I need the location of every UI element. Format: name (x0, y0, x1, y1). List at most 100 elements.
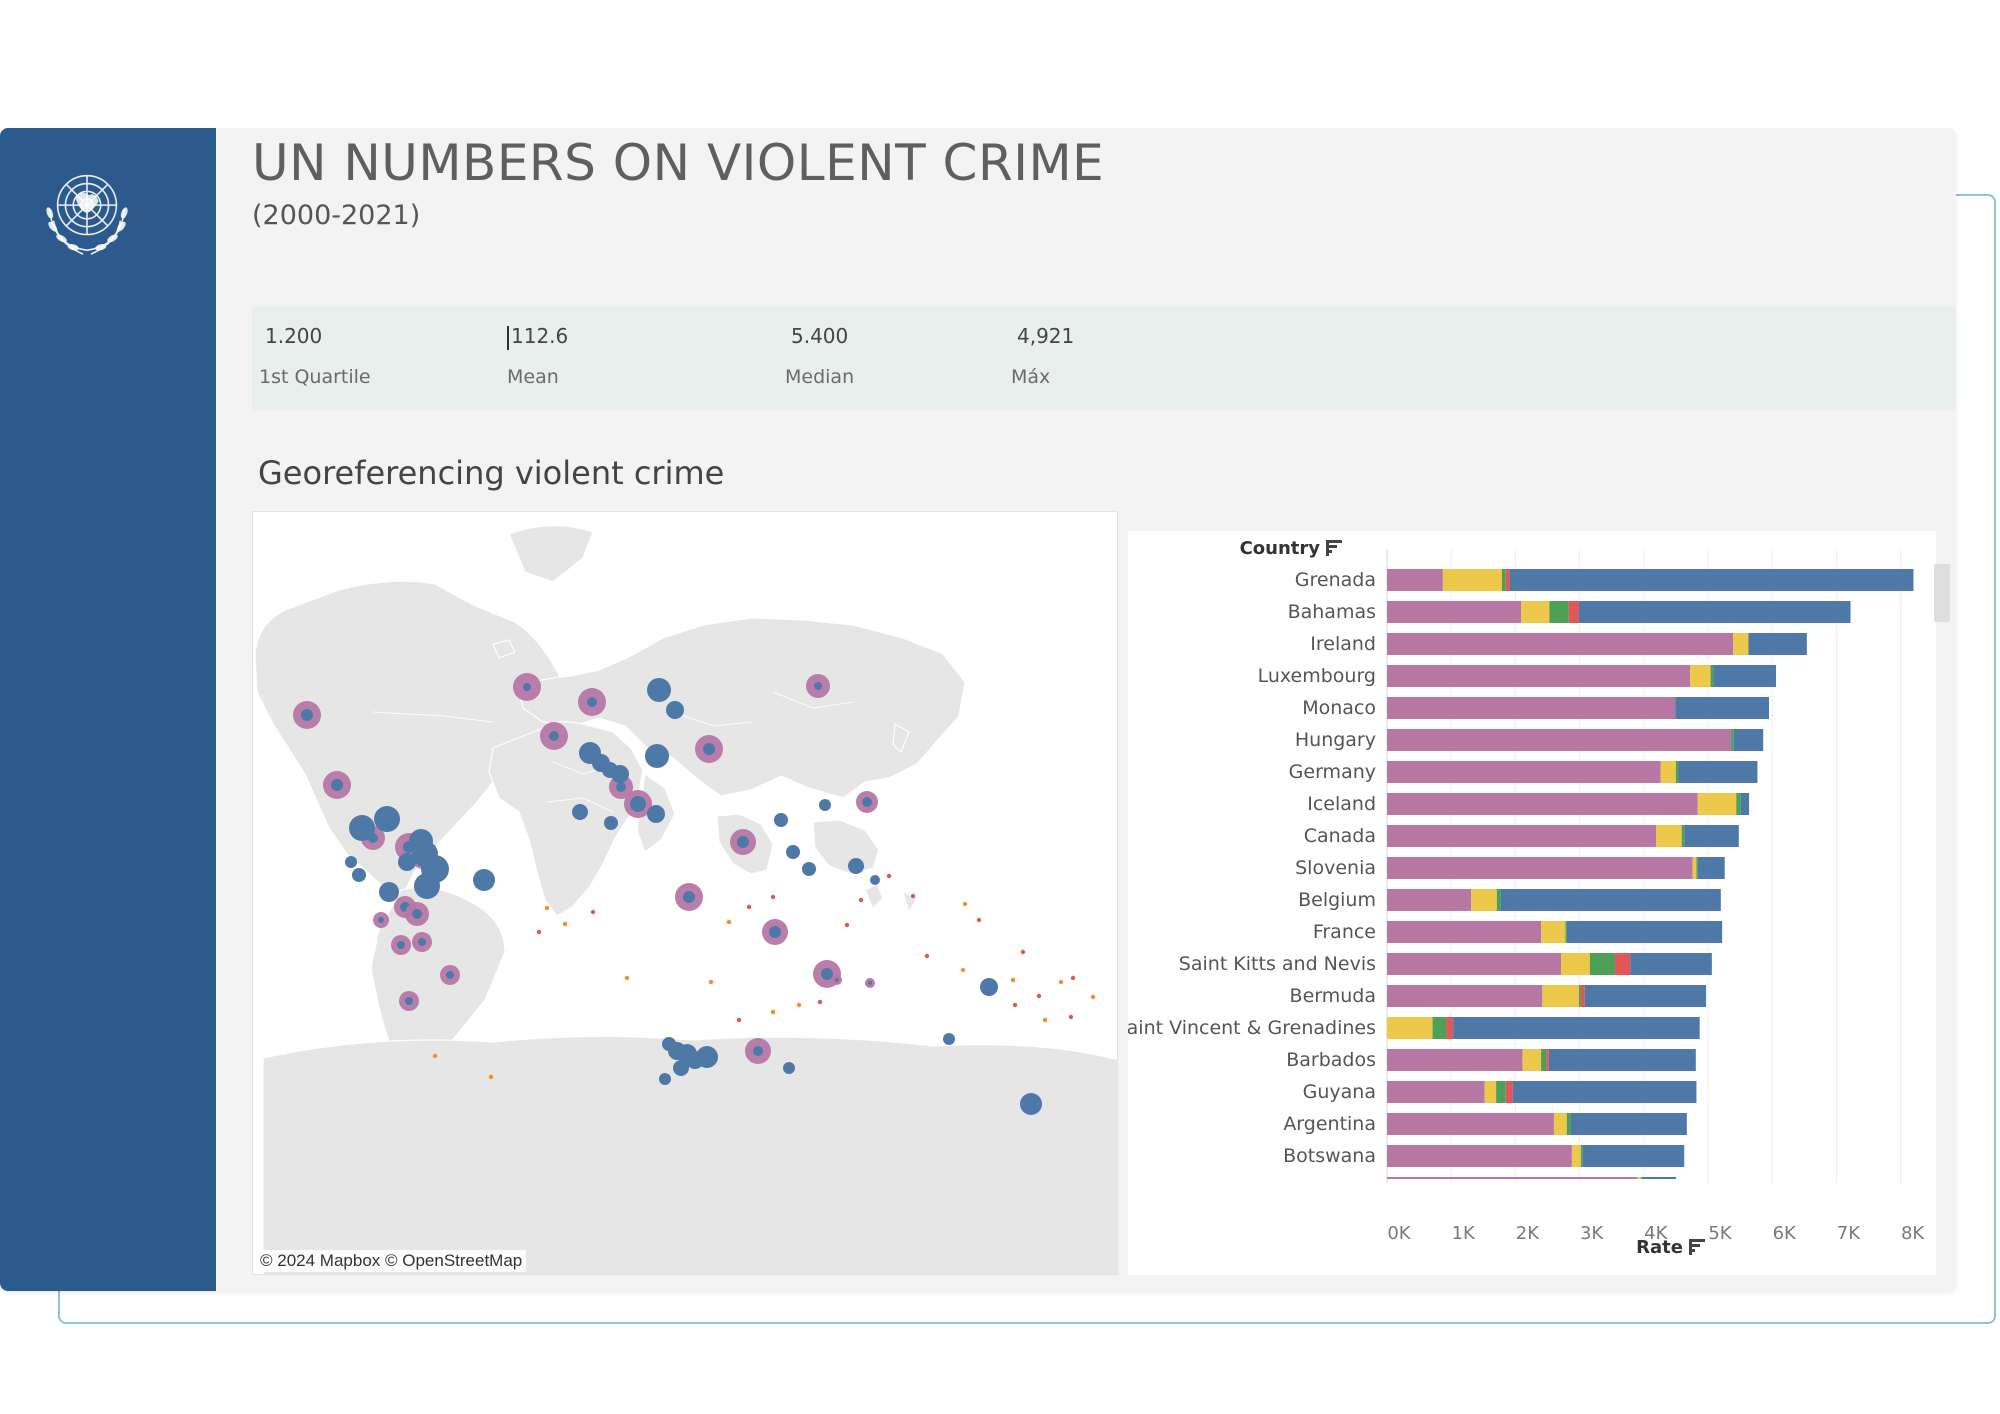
bar-segment[interactable] (1740, 793, 1750, 815)
bar-segment[interactable] (1549, 601, 1569, 623)
bar-segment[interactable] (1432, 1017, 1447, 1039)
country-bubble[interactable] (832, 975, 842, 985)
map-attribution[interactable]: © 2024 Mapbox © OpenStreetMap (256, 1250, 527, 1272)
small-marker[interactable] (817, 999, 823, 1005)
bar-segment[interactable] (1505, 569, 1510, 591)
stat-value-with-cursor[interactable]: 112.6 (507, 324, 568, 350)
bar-segment[interactable] (1387, 1113, 1554, 1135)
country-bubble[interactable] (848, 858, 864, 874)
bar-segment[interactable] (1696, 857, 1698, 879)
small-marker[interactable] (976, 917, 982, 923)
bar-segment[interactable] (1387, 1081, 1485, 1103)
bar-segment[interactable] (1678, 761, 1758, 783)
country-bubble[interactable] (374, 806, 400, 832)
bar-segment[interactable] (1630, 953, 1712, 975)
country-bubble[interactable] (611, 765, 629, 783)
bar-segment[interactable] (1584, 985, 1707, 1007)
bar-segment[interactable] (1387, 825, 1656, 847)
small-marker[interactable] (796, 1002, 802, 1008)
bar-segment[interactable] (1387, 601, 1522, 623)
bar-segment[interactable] (1542, 985, 1579, 1007)
bar-segment[interactable] (1641, 1177, 1676, 1179)
country-bubble[interactable] (624, 790, 652, 818)
small-marker[interactable] (886, 873, 892, 879)
country-bubble[interactable] (352, 868, 366, 882)
sort-descending-icon[interactable] (1689, 1239, 1705, 1255)
bar-segment[interactable] (1560, 953, 1590, 975)
bar-segment[interactable] (1566, 1113, 1571, 1135)
small-marker[interactable] (488, 1074, 494, 1080)
country-bubble[interactable] (398, 853, 416, 871)
bar-segment[interactable] (1675, 697, 1769, 719)
bar-segment[interactable] (1684, 825, 1739, 847)
bar-segment[interactable] (1553, 1113, 1567, 1135)
small-marker[interactable] (1058, 979, 1064, 985)
bar-segment[interactable] (1387, 665, 1691, 687)
small-marker[interactable] (1010, 977, 1016, 983)
country-bubble[interactable] (675, 883, 703, 911)
country-bubble[interactable] (414, 873, 440, 899)
small-marker[interactable] (960, 967, 966, 973)
country-bubble[interactable] (349, 815, 375, 841)
bar-segment[interactable] (1580, 985, 1585, 1007)
country-bubble[interactable] (540, 722, 568, 750)
small-marker[interactable] (858, 897, 864, 903)
country-bubble[interactable] (647, 678, 671, 702)
small-marker[interactable] (746, 904, 752, 910)
small-marker[interactable] (1020, 949, 1026, 955)
bar-segment[interactable] (1571, 1145, 1581, 1167)
bar-segment[interactable] (1387, 697, 1676, 719)
country-bubble[interactable] (604, 816, 618, 830)
bar-segment[interactable] (1697, 793, 1737, 815)
bar-segment[interactable] (1501, 569, 1506, 591)
bar-segment[interactable] (1580, 1145, 1583, 1167)
map-canvas[interactable] (253, 512, 1118, 1275)
bar-segment[interactable] (1733, 633, 1749, 655)
small-marker[interactable] (844, 922, 850, 928)
bar-segment[interactable] (1496, 1081, 1506, 1103)
small-marker[interactable] (590, 909, 596, 915)
bar-segment[interactable] (1387, 921, 1542, 943)
bar-segment[interactable] (1548, 1049, 1696, 1071)
bar-segment[interactable] (1387, 953, 1561, 975)
bar-segment[interactable] (1442, 569, 1502, 591)
bar-segment[interactable] (1731, 729, 1734, 751)
country-bubble[interactable] (513, 673, 541, 701)
crime-bubbles[interactable] (293, 673, 1096, 1115)
country-bubble[interactable] (440, 965, 460, 985)
bar-segment[interactable] (1505, 1081, 1513, 1103)
country-bubble[interactable] (473, 869, 495, 891)
small-marker[interactable] (1042, 1017, 1048, 1023)
bar-segment[interactable] (1546, 1049, 1549, 1071)
country-bubble[interactable] (345, 856, 357, 868)
country-bubble[interactable] (391, 935, 411, 955)
country-bubble[interactable] (659, 1073, 671, 1085)
bar-segment[interactable] (1522, 1049, 1542, 1071)
country-bubble[interactable] (673, 1060, 689, 1076)
bar-segment[interactable] (1660, 761, 1676, 783)
small-marker[interactable] (562, 921, 568, 927)
bar-segment[interactable] (1387, 889, 1472, 911)
country-bubble[interactable] (578, 688, 606, 716)
small-marker[interactable] (770, 894, 776, 900)
bar-segment[interactable] (1387, 793, 1698, 815)
small-marker[interactable] (924, 953, 930, 959)
country-bubble[interactable] (980, 978, 998, 996)
bar-segment[interactable] (1387, 1145, 1572, 1167)
country-bubble[interactable] (696, 1046, 718, 1068)
world-map[interactable]: © 2024 Mapbox © OpenStreetMap (252, 511, 1118, 1275)
country-bubble[interactable] (870, 875, 880, 885)
bar-segment[interactable] (1387, 729, 1732, 751)
bar-segment[interactable] (1484, 1081, 1497, 1103)
country-bubble[interactable] (399, 991, 419, 1011)
bar-segment[interactable] (1637, 1177, 1642, 1179)
bar-segment[interactable] (1541, 921, 1566, 943)
bar-segment[interactable] (1614, 953, 1631, 975)
bar-segment[interactable] (1521, 601, 1550, 623)
bar-segment[interactable] (1578, 601, 1851, 623)
bar-segment[interactable] (1710, 665, 1714, 687)
bar-segment[interactable] (1566, 921, 1723, 943)
bar-segment[interactable] (1387, 761, 1661, 783)
country-bubble[interactable] (865, 978, 875, 988)
bar-segment[interactable] (1697, 857, 1725, 879)
